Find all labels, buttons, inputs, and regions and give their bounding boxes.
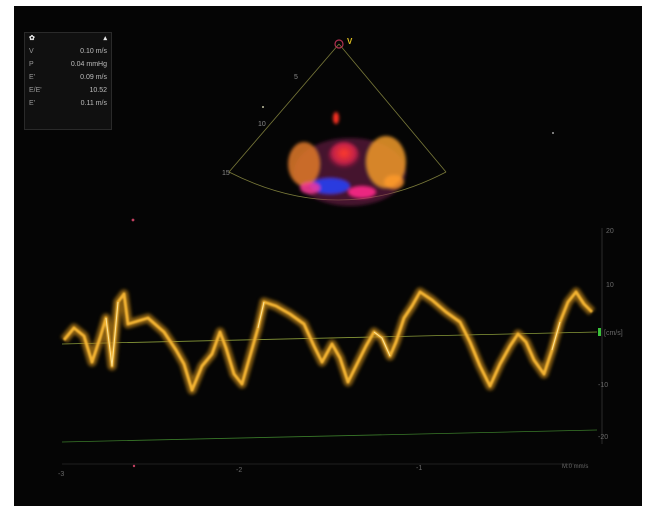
measurement-row: V 0.10 m/s [25, 45, 111, 58]
measurement-value: 0.11 m/s [80, 100, 107, 107]
time-unit-label: M:0 mm/s [562, 464, 588, 470]
artifact-dot [552, 132, 554, 134]
settings-icon[interactable]: ✿ [29, 35, 35, 42]
measurement-label: E/E' [29, 87, 42, 94]
collapse-icon[interactable]: ▴ [103, 35, 107, 42]
ultrasound-graphics: V 5 10 15 20 10 -10 -20 [58, 37, 623, 478]
measurement-row: E/E' 10.52 [25, 84, 111, 97]
time-tick: -2 [236, 467, 242, 474]
time-tick: -3 [58, 471, 64, 478]
sector-marker-label: V [347, 37, 353, 46]
lower-scale-line [61, 429, 598, 443]
time-axis: -3 -2 -1 M:0 mm/s [58, 463, 588, 478]
measurement-label: V [29, 48, 34, 55]
color-flow-image [288, 112, 406, 206]
sector-apex-marker [334, 39, 344, 49]
artifact-dot [262, 106, 264, 108]
measurement-row: E' 0.11 m/s [25, 97, 111, 110]
measurement-value: 0.10 m/s [80, 48, 107, 55]
measurement-label: E' [29, 74, 36, 81]
measurement-value: 0.09 m/s [80, 74, 107, 81]
doppler-baseline [61, 331, 598, 345]
velocity-tick: -20 [598, 434, 608, 441]
velocity-tick: 10 [606, 282, 614, 289]
measurement-panel-header: ✿ ▴ [25, 33, 111, 45]
measurement-row: P 0.04 mmHg [25, 58, 111, 71]
velocity-unit-label: [cm/s] [604, 330, 623, 337]
measurement-label: P [29, 61, 34, 68]
artifact-dot [131, 218, 135, 222]
echo-sector: V 5 10 15 [222, 37, 447, 201]
time-tick: -1 [416, 465, 422, 472]
velocity-tick: -10 [598, 382, 608, 389]
baseline-marker-icon[interactable] [598, 328, 601, 336]
depth-label: 10 [258, 121, 266, 128]
velocity-tick: 20 [606, 228, 614, 235]
velocity-scale: 20 10 -10 -20 [cm/s] [598, 228, 623, 444]
measurement-row: E' 0.09 m/s [25, 71, 111, 84]
measurement-panel: ✿ ▴ V 0.10 m/s P 0.04 mmHg E' 0.09 m/s E… [24, 32, 112, 130]
measurement-value: 0.04 mmHg [70, 61, 107, 68]
artifact-dot [132, 464, 136, 468]
depth-label: 15 [222, 170, 230, 177]
tissue-doppler-trace [60, 287, 596, 395]
measurement-value: 10.52 [89, 87, 107, 94]
depth-label: 5 [294, 74, 298, 81]
ultrasound-screen: ✿ ▴ V 0.10 m/s P 0.04 mmHg E' 0.09 m/s E… [14, 6, 642, 506]
measurement-label: E' [29, 100, 36, 107]
